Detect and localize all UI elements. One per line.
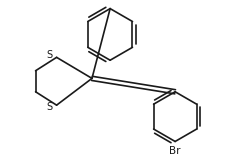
Text: S: S: [46, 102, 52, 112]
Text: S: S: [46, 50, 52, 60]
Text: Br: Br: [169, 146, 180, 156]
